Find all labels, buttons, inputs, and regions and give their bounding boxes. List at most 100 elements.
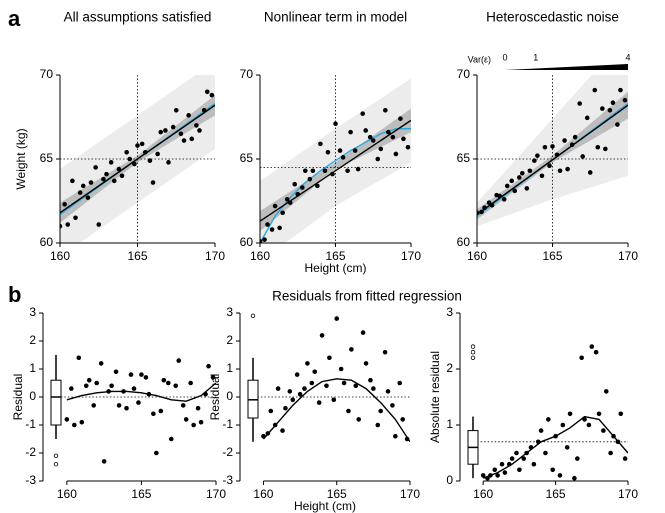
data-point: [265, 222, 270, 227]
y-tick-label: 65: [40, 151, 54, 165]
data-point: [587, 170, 593, 175]
data-point: [280, 428, 285, 433]
data-point: [76, 355, 82, 361]
data-point: [299, 185, 305, 190]
data-point: [348, 129, 353, 135]
y-axis-label: Absolute residual: [428, 351, 442, 443]
data-point: [139, 372, 144, 377]
data-point: [70, 178, 75, 184]
data-point: [516, 175, 522, 180]
data-point: [564, 445, 570, 450]
data-point: [385, 389, 391, 394]
data-point: [565, 166, 570, 172]
data-point: [155, 151, 160, 157]
y-tick-label: -1: [222, 417, 233, 431]
data-point: [106, 389, 111, 394]
data-point: [60, 223, 63, 229]
y-tick-label: 60: [457, 235, 471, 249]
data-point: [572, 475, 577, 481]
data-point: [176, 358, 182, 363]
data-point: [495, 473, 500, 478]
data-point: [622, 456, 628, 461]
x-tick-label: 165: [325, 249, 345, 263]
data-point: [569, 142, 575, 148]
data-point: [101, 459, 107, 464]
data-point: [393, 433, 398, 439]
y-axis-label: Weight (kg): [14, 128, 28, 189]
data-point: [572, 134, 578, 140]
y-tick-label: 60: [240, 235, 254, 249]
data-point: [477, 210, 480, 216]
x-axis-label: Height (cm): [304, 261, 366, 275]
data-point: [290, 397, 296, 403]
data-point: [575, 456, 580, 461]
data-point: [542, 144, 548, 150]
data-point: [83, 383, 89, 389]
data-point: [280, 210, 285, 216]
data-point: [206, 363, 211, 369]
y-tick-label: 70: [457, 67, 471, 81]
data-point: [188, 380, 193, 386]
fit-line: [260, 119, 411, 222]
data-point: [479, 209, 484, 215]
data-point: [98, 361, 104, 366]
data-point: [584, 115, 590, 121]
data-point: [325, 149, 331, 155]
y-tick-label: 65: [240, 151, 254, 165]
data-point: [383, 107, 388, 113]
data-point: [158, 408, 164, 414]
data-point: [139, 141, 145, 147]
data-point: [368, 377, 373, 383]
data-point: [272, 422, 278, 428]
data-point: [163, 128, 168, 133]
data-point: [618, 411, 624, 417]
x-axis-label: Height (cm): [294, 499, 356, 513]
data-point: [265, 431, 271, 436]
data-point: [135, 143, 140, 148]
data-point: [593, 349, 599, 355]
data-point: [334, 316, 340, 321]
data-point: [492, 467, 498, 473]
data-point: [121, 389, 126, 394]
data-point: [116, 403, 122, 408]
data-point: [592, 87, 598, 93]
data-point: [275, 386, 281, 391]
data-point: [489, 202, 495, 208]
data-point: [557, 473, 563, 478]
x-tick-label: 160: [50, 249, 70, 263]
data-point: [353, 383, 359, 389]
data-point: [72, 422, 77, 428]
data-point: [109, 383, 114, 389]
panel-label: a: [8, 6, 21, 31]
variance-wedge: [505, 64, 628, 70]
data-point: [517, 467, 522, 473]
data-point: [378, 408, 383, 414]
data-point: [297, 391, 303, 397]
data-point: [268, 408, 274, 414]
data-point: [485, 475, 490, 481]
x-tick-label: 165: [127, 249, 147, 263]
var-tick-label: 1: [533, 52, 538, 62]
data-point: [520, 170, 525, 176]
data-point: [550, 467, 555, 473]
data-point: [180, 403, 186, 408]
data-point: [277, 225, 282, 231]
data-point: [143, 375, 149, 380]
data-point: [146, 391, 152, 397]
data-point: [401, 136, 406, 142]
data-point: [615, 122, 620, 127]
x-tick-label: 170: [205, 249, 225, 263]
data-point: [79, 419, 85, 425]
data-point: [378, 146, 384, 152]
data-point: [96, 222, 102, 227]
y-tick-label: -3: [222, 473, 233, 487]
data-point: [601, 428, 606, 433]
data-point: [611, 433, 616, 439]
data-point: [337, 148, 343, 153]
data-point: [543, 450, 548, 456]
data-point: [346, 408, 351, 414]
data-point: [506, 461, 512, 467]
data-point: [322, 168, 328, 174]
data-point: [191, 422, 196, 428]
data-point: [579, 355, 584, 361]
